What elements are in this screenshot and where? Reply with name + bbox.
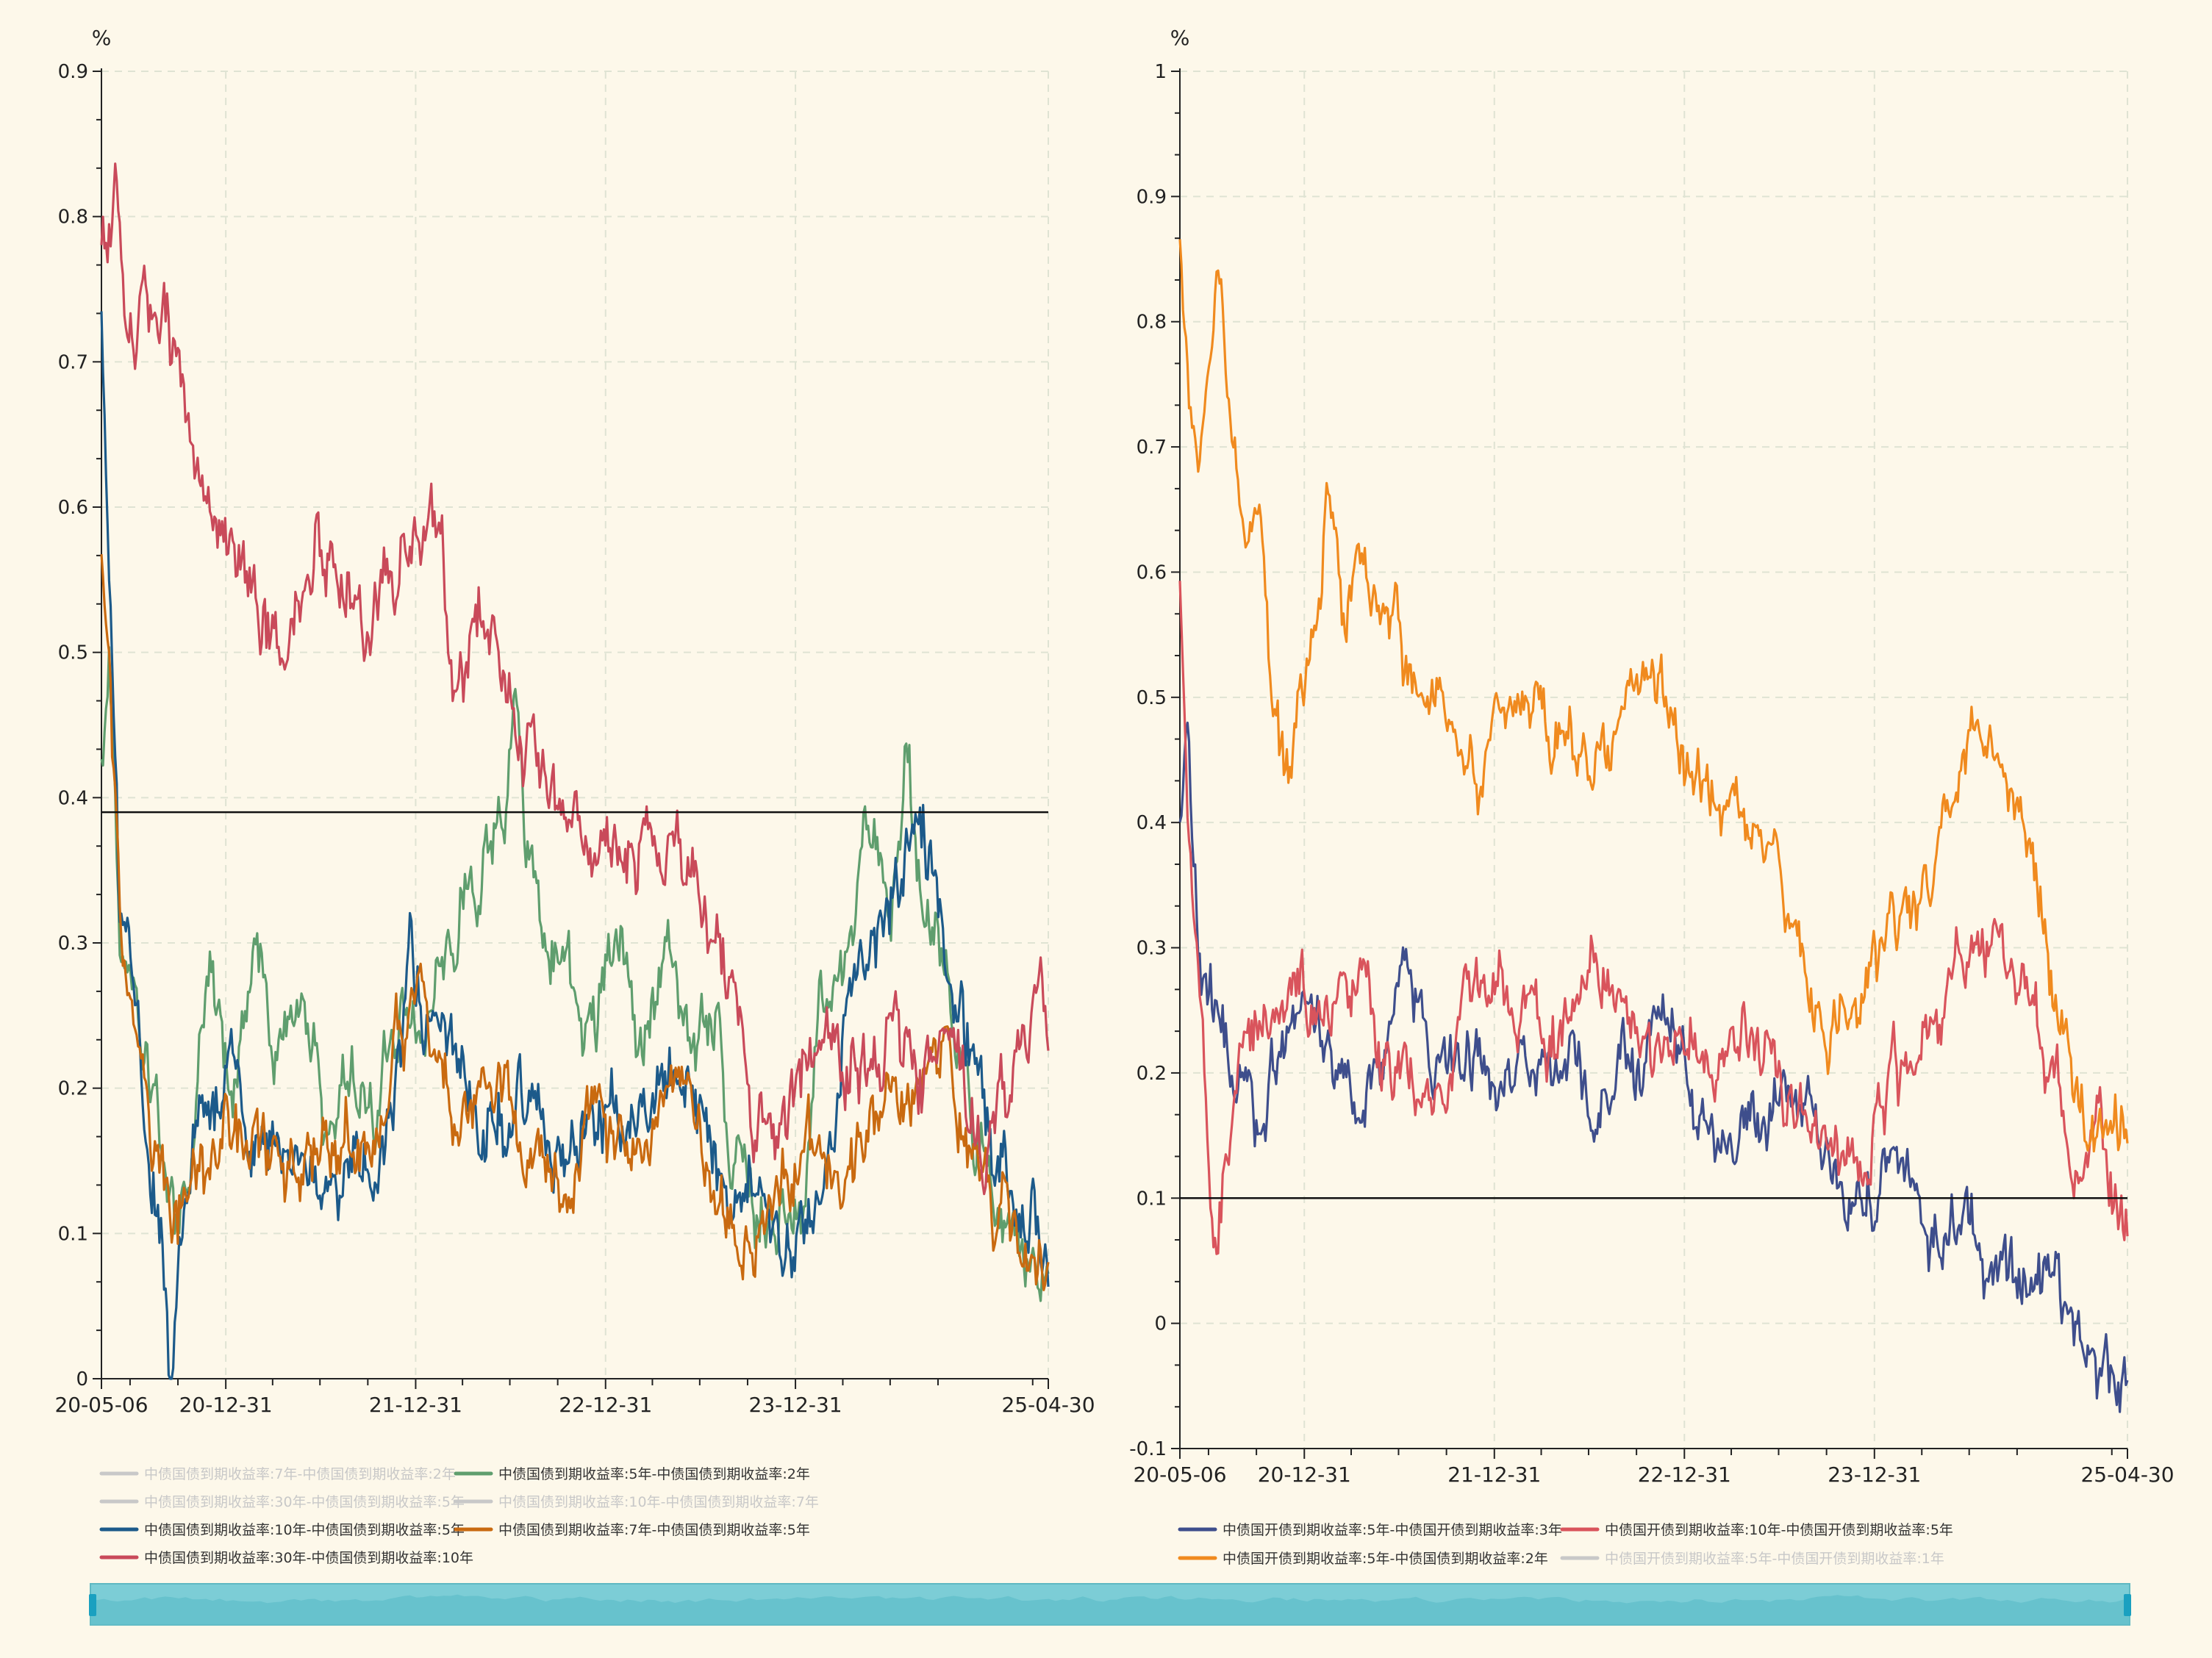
legend-item[interactable]: 中债国债到期收益率:10年-中债国债到期收益率:7年 <box>454 1494 819 1510</box>
x-tick-label: 25-04-30 <box>2080 1463 2174 1487</box>
y-unit-label: % <box>92 26 112 50</box>
y-tick-label: 0.9 <box>58 61 88 83</box>
x-tick-label: 20-05-06 <box>1133 1463 1226 1487</box>
y-tick-label: 0 <box>1154 1313 1167 1335</box>
x-tick-label: 22-12-31 <box>559 1393 652 1417</box>
y-tick-label: 0.6 <box>1137 561 1167 584</box>
series-line-2 <box>1178 581 2129 1255</box>
y-tick-label: 1 <box>1154 61 1167 83</box>
y-tick-label: 0.9 <box>1137 186 1167 208</box>
zoom-handle-right[interactable] <box>2124 1594 2131 1616</box>
x-tick-label: 20-05-06 <box>54 1393 148 1417</box>
x-tick-label: 20-12-31 <box>179 1393 273 1417</box>
y-tick-label: 0 <box>76 1368 88 1390</box>
y-tick-label: 0.1 <box>58 1223 88 1245</box>
x-tick-label: 20-12-31 <box>1258 1463 1351 1487</box>
legend-item[interactable]: 中债国开债到期收益率:5年-中债国债到期收益率:2年 <box>1178 1551 1548 1567</box>
legend-label: 中债国债到期收益率:10年-中债国债到期收益率:5年 <box>144 1522 465 1538</box>
legend-label: 中债国债到期收益率:30年-中债国债到期收益率:10年 <box>144 1550 473 1566</box>
legend-item[interactable]: 中债国债到期收益率:10年-中债国债到期收益率:5年 <box>99 1522 465 1538</box>
legend-label: 中债国开债到期收益率:10年-中债国开债到期收益率:5年 <box>1605 1522 1953 1538</box>
series-line-6 <box>100 553 1050 1291</box>
legend-label: 中债国开债到期收益率:5年-中债国开债到期收益率:3年 <box>1223 1522 1562 1538</box>
legend-label: 中债国开债到期收益率:5年-中债国债到期收益率:2年 <box>1223 1551 1548 1567</box>
y-tick-label: 0.2 <box>58 1078 88 1100</box>
legend-label: 中债国债到期收益率:7年-中债国债到期收益率:2年 <box>144 1466 456 1482</box>
y-tick-label: 0.7 <box>58 351 88 373</box>
y-tick-label: 0.8 <box>1137 312 1167 334</box>
legend-label: 中债国开债到期收益率:5年-中债国开债到期收益率:1年 <box>1605 1551 1944 1567</box>
x-tick-label: 21-12-31 <box>1447 1463 1541 1487</box>
data-zoom-slider <box>89 1583 2131 1626</box>
y-tick-label: 0.8 <box>58 207 88 229</box>
x-tick-label: 22-12-31 <box>1638 1463 1731 1487</box>
legend: 中债国开债到期收益率:5年-中债国开债到期收益率:3年 中债国开债到期收益率:10… <box>1178 1522 1953 1567</box>
legend-item[interactable]: 中债国债到期收益率:5年-中债国债到期收益率:2年 <box>454 1466 810 1482</box>
zoom-data-shadow <box>90 1594 2130 1625</box>
zoom-handle-left[interactable] <box>89 1594 96 1616</box>
y-tick-label: 0.4 <box>58 787 88 809</box>
y-tick-label: 0.6 <box>58 497 88 519</box>
legend-label: 中债国债到期收益率:5年-中债国债到期收益率:2年 <box>498 1466 810 1482</box>
y-tick-label: -0.1 <box>1129 1438 1167 1460</box>
x-tick-label: 23-12-31 <box>1828 1463 1921 1487</box>
y-tick-label: 0.7 <box>1137 437 1167 459</box>
chart-panel-2: -0.1 0 0.1 0.2 0.3 0.4 0.5 0.6 0.7 0.8 0.9 1 20-05-0… <box>1129 26 2174 1567</box>
legend: 中债国债到期收益率:7年-中债国债到期收益率:2年 中债国债到期收益率:5年-中债… <box>99 1466 819 1566</box>
legend-item[interactable]: 中债国开债到期收益率:10年-中债国开债到期收益率:5年 <box>1560 1522 1953 1538</box>
series-line-5 <box>100 311 1050 1380</box>
series-line-3 <box>1178 239 2129 1153</box>
chart-panel-1: 0 0.1 0.2 0.3 0.4 0.5 0.6 0.7 0.8 0.9 20-05-06 20-1… <box>54 26 1095 1566</box>
legend-item[interactable]: 中债国债到期收益率:30年-中债国债到期收益率:5年 <box>99 1494 465 1510</box>
x-tick-label: 21-12-31 <box>369 1393 462 1417</box>
legend-item[interactable]: 中债国债到期收益率:7年-中债国债到期收益率:5年 <box>454 1522 810 1538</box>
x-tick-label: 23-12-31 <box>749 1393 842 1417</box>
series-line-1 <box>1178 721 2129 1413</box>
legend-label: 中债国债到期收益率:10年-中债国债到期收益率:7年 <box>498 1494 819 1510</box>
y-unit-label: % <box>1170 26 1190 50</box>
y-tick-label: 0.3 <box>58 933 88 955</box>
y-tick-label: 0.2 <box>1137 1063 1167 1085</box>
y-tick-label: 0.3 <box>1137 938 1167 960</box>
y-tick-label: 0.1 <box>1137 1188 1167 1210</box>
y-tick-label: 0.4 <box>1137 812 1167 834</box>
legend-item[interactable]: 中债国开债到期收益率:5年-中债国开债到期收益率:3年 <box>1178 1522 1562 1538</box>
x-tick-label: 25-04-30 <box>1001 1393 1095 1417</box>
legend-item[interactable]: 中债国债到期收益率:30年-中债国债到期收益率:10年 <box>99 1550 473 1566</box>
legend-label: 中债国债到期收益率:7年-中债国债到期收益率:5年 <box>498 1522 810 1538</box>
series-line-7 <box>100 162 1050 1196</box>
y-tick-label: 0.5 <box>58 642 88 664</box>
legend-label: 中债国债到期收益率:30年-中债国债到期收益率:5年 <box>144 1494 465 1510</box>
legend-item[interactable]: 中债国开债到期收益率:5年-中债国开债到期收益率:1年 <box>1560 1551 1944 1567</box>
legend-item[interactable]: 中债国债到期收益率:7年-中债国债到期收益率:2年 <box>99 1466 456 1482</box>
y-tick-label: 0.5 <box>1137 687 1167 709</box>
